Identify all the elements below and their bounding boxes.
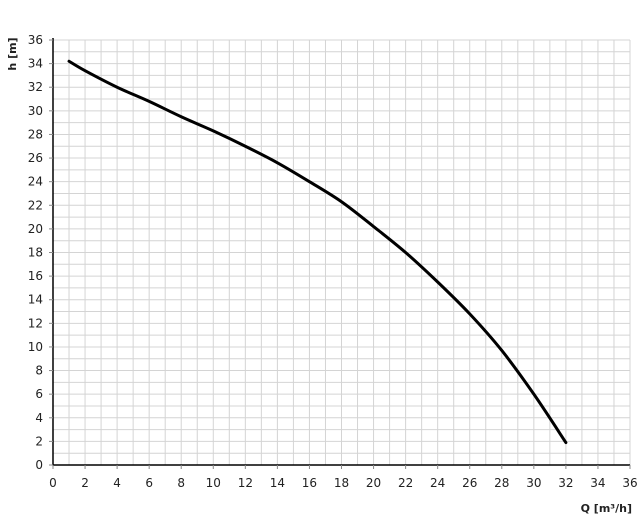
y-tick-label: 34 [28, 57, 43, 71]
y-tick-label: 28 [28, 127, 43, 141]
y-tick-label: 6 [35, 387, 43, 401]
pump-curve-line [67, 59, 568, 445]
y-tick-label: 18 [28, 246, 43, 260]
y-tick-label: 10 [28, 340, 43, 354]
x-tick-label: 14 [270, 476, 285, 490]
x-tick-label: 2 [81, 476, 89, 490]
x-tick-label: 8 [177, 476, 185, 490]
y-tick-label: 8 [35, 364, 43, 378]
x-tick-label: 34 [590, 476, 605, 490]
x-tick-label: 0 [49, 476, 57, 490]
y-tick-label: 12 [28, 316, 43, 330]
x-tick-labels: 0 2 4 6 8 10 12 14 16 18 20 22 24 26 28 30 32 34 36 [49, 476, 637, 490]
grid [53, 39, 631, 465]
x-tick-label: 20 [366, 476, 381, 490]
x-axis-label: Q [m³/h] [581, 502, 632, 515]
y-tick-label: 0 [35, 458, 43, 472]
x-tick-label: 18 [334, 476, 349, 490]
x-tick-label: 28 [494, 476, 509, 490]
y-tick-label: 16 [28, 269, 43, 283]
series [67, 59, 568, 445]
y-tick-label: 22 [28, 198, 43, 212]
y-axis-label: h [m] [6, 37, 19, 70]
x-tick-label: 10 [206, 476, 221, 490]
x-tick-label: 30 [526, 476, 541, 490]
y-tick-label: 30 [28, 104, 43, 118]
y-tick-label: 26 [28, 151, 43, 165]
y-tick-label: 2 [35, 434, 43, 448]
x-tick-label: 24 [430, 476, 445, 490]
x-tick-label: 22 [398, 476, 413, 490]
x-tick-label: 32 [558, 476, 573, 490]
x-tick-label: 6 [145, 476, 153, 490]
y-tick-label: 32 [28, 80, 43, 94]
x-tick-label: 16 [302, 476, 317, 490]
y-tick-label: 24 [28, 175, 43, 189]
x-tick-label: 12 [238, 476, 253, 490]
y-tick-label: 4 [35, 411, 43, 425]
y-tick-label: 14 [28, 293, 43, 307]
x-tick-label: 36 [622, 476, 637, 490]
x-tick-label: 26 [462, 476, 477, 490]
axes [49, 38, 631, 469]
y-tick-label: 20 [28, 222, 43, 236]
x-tick-label: 4 [113, 476, 121, 490]
y-tick-label: 36 [28, 33, 43, 47]
